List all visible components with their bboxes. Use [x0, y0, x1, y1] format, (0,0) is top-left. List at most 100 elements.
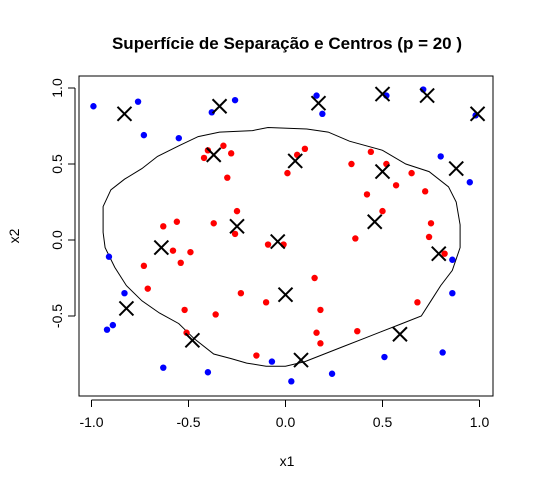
blue-point	[175, 134, 182, 142]
red-point	[317, 306, 324, 314]
blue-point	[103, 326, 111, 333]
red-point	[212, 311, 219, 318]
center-marker	[184, 332, 201, 349]
center-marker	[310, 95, 327, 111]
center-marker	[448, 160, 464, 177]
blue-point	[268, 358, 276, 365]
center-marker	[206, 147, 222, 163]
red-point	[379, 207, 386, 215]
center-marker	[116, 106, 133, 122]
x-axis-label: x1	[280, 453, 295, 469]
y-tick-label: 0.0	[49, 230, 65, 250]
red-point	[227, 150, 235, 157]
blue-point	[105, 253, 113, 260]
red-point	[367, 148, 375, 156]
center-marker	[229, 218, 245, 235]
red-point	[311, 274, 318, 282]
red-point	[301, 145, 309, 152]
blue-point	[439, 349, 446, 356]
blue-point	[204, 369, 212, 376]
red-point	[421, 188, 429, 195]
blue-point	[231, 96, 239, 104]
red-point	[348, 160, 355, 168]
y-tick-label: 0.5	[49, 154, 65, 174]
blue-point	[319, 110, 326, 118]
centers	[116, 86, 486, 368]
red-point	[262, 299, 270, 306]
red-point	[169, 247, 177, 254]
red-point	[210, 220, 217, 227]
red-point	[427, 220, 435, 227]
red-point	[173, 218, 181, 225]
x-tick-label: 1.0	[470, 414, 490, 430]
red-point	[231, 230, 239, 238]
x-axis: -1.0 -0.5 0.0 0.5 1.0	[79, 399, 490, 430]
red-point	[183, 329, 190, 336]
center-marker	[118, 300, 135, 317]
red-point	[264, 241, 272, 248]
red-point	[224, 174, 231, 181]
red-point	[354, 328, 361, 335]
blue-point	[328, 370, 336, 377]
blue-point	[109, 321, 117, 329]
x-tick-label: -0.5	[176, 414, 200, 430]
center-marker	[469, 106, 486, 122]
center-marker	[431, 245, 447, 262]
blue-point	[313, 92, 320, 99]
center-marker	[211, 98, 228, 114]
center-marker	[392, 326, 408, 342]
center-marker	[287, 153, 303, 169]
center-marker	[419, 87, 435, 104]
red-point	[253, 352, 260, 359]
red-point	[140, 262, 148, 270]
chart-title: Superfície de Separação e Centros (p = 2…	[112, 34, 462, 53]
red-point	[160, 223, 167, 230]
center-marker	[153, 239, 170, 256]
blue-point	[449, 290, 456, 297]
red-point	[220, 142, 227, 149]
red-point	[237, 290, 245, 297]
blue-point	[208, 109, 215, 116]
y-tick-label: -0.5	[49, 304, 65, 328]
blue-point	[134, 98, 142, 105]
red-point	[177, 259, 184, 266]
x-tick-label: 0.5	[373, 414, 393, 430]
red-point	[363, 191, 371, 198]
center-marker	[270, 233, 286, 250]
red-point	[408, 169, 415, 177]
blue-point	[449, 256, 456, 263]
center-marker	[277, 287, 294, 303]
blue-point	[437, 153, 444, 160]
red-point	[352, 235, 359, 242]
red-point	[441, 250, 448, 257]
blue-point	[140, 131, 148, 139]
red-point	[414, 299, 421, 306]
red-point	[284, 169, 291, 177]
red-point	[144, 285, 151, 292]
red-point	[313, 329, 320, 336]
y-tick-label: 1.0	[49, 78, 65, 98]
blue-point	[160, 364, 167, 371]
blue-point	[90, 103, 97, 110]
boundary-line	[102, 126, 461, 367]
red-point	[392, 182, 400, 189]
x-tick-label: 0.0	[276, 414, 296, 430]
red-point	[317, 340, 324, 347]
center-marker	[293, 352, 309, 368]
blue-point	[466, 179, 473, 186]
center-marker	[374, 86, 391, 102]
blue-point	[381, 353, 388, 361]
y-axis: -0.5 0.0 0.5 1.0	[49, 78, 76, 328]
blue-point	[121, 290, 128, 297]
red-point	[187, 248, 194, 256]
x-tick-label: -1.0	[79, 414, 103, 430]
y-axis-label: x2	[6, 228, 22, 243]
red-point	[233, 207, 241, 215]
separation-boundary	[102, 126, 461, 367]
blue-point	[288, 378, 295, 385]
plot-box	[78, 75, 494, 397]
red-point	[200, 154, 208, 162]
red-point	[425, 233, 433, 241]
center-marker	[374, 163, 391, 180]
